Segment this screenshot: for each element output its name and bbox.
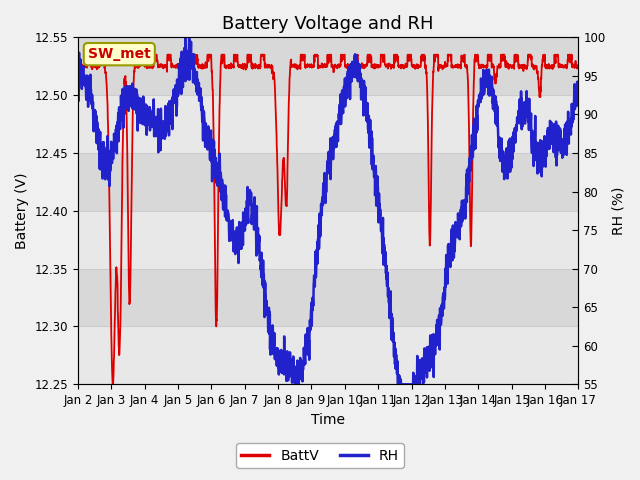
Bar	[78, 37, 579, 95]
Bar	[78, 326, 579, 384]
Y-axis label: RH (%): RH (%)	[611, 187, 625, 235]
Bar	[78, 95, 579, 153]
Title: Battery Voltage and RH: Battery Voltage and RH	[222, 15, 434, 33]
Bar	[78, 211, 579, 269]
Bar	[78, 153, 579, 211]
X-axis label: Time: Time	[311, 413, 345, 427]
Legend: BattV, RH: BattV, RH	[236, 443, 404, 468]
Text: SW_met: SW_met	[88, 47, 150, 61]
Y-axis label: Battery (V): Battery (V)	[15, 173, 29, 249]
Bar	[78, 269, 579, 326]
